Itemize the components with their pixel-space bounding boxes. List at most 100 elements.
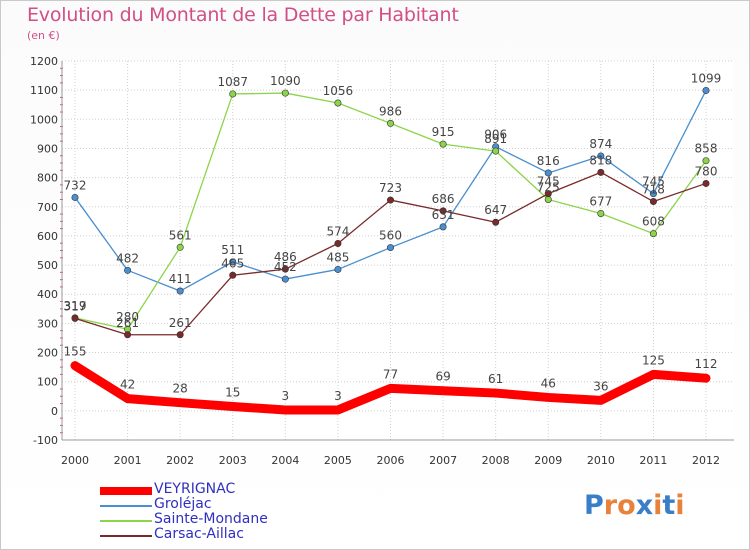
data-point	[229, 90, 237, 98]
data-point	[492, 147, 500, 155]
legend-swatch	[100, 505, 152, 507]
data-label: 411	[169, 272, 192, 286]
data-point	[176, 243, 184, 251]
data-label: 69	[435, 370, 450, 384]
x-tick-label: 2005	[324, 454, 352, 467]
line-chart: -100 0 100 200 300 400 500 600 700 800 900 1000 1100…	[30, 55, 734, 467]
chart-subtitle: (en €)	[27, 29, 60, 42]
data-label: 77	[383, 367, 398, 381]
data-label: 608	[642, 215, 665, 229]
data-point	[597, 209, 605, 217]
data-label: 1090	[270, 74, 301, 88]
data-point	[334, 240, 342, 248]
data-label: 3	[282, 389, 290, 403]
data-point	[71, 193, 79, 201]
data-label: 560	[379, 229, 402, 243]
data-label: 486	[274, 250, 297, 264]
data-point	[702, 179, 710, 187]
data-label: 732	[64, 178, 87, 192]
x-tick-label: 2001	[114, 454, 142, 467]
legend-label: VEYRIGNAC	[154, 481, 236, 497]
data-point	[492, 218, 500, 226]
data-label: 816	[537, 154, 560, 168]
chart-title: Evolution du Montant de la Dette par Hab…	[27, 4, 459, 26]
y-tick-label: 800	[37, 172, 58, 185]
data-point	[544, 190, 552, 198]
data-point	[439, 223, 447, 231]
y-tick-label: 1200	[30, 55, 58, 68]
data-label: 647	[484, 203, 507, 217]
data-label: 818	[589, 153, 612, 167]
legend-label: Groléjac	[154, 496, 212, 512]
data-label: 15	[225, 385, 240, 399]
y-tick-label: 1000	[30, 113, 58, 126]
data-point	[229, 258, 237, 266]
y-tick-label: 200	[37, 347, 58, 360]
data-label: 1099	[691, 71, 722, 85]
data-label: 3	[334, 389, 342, 403]
data-label: 858	[695, 142, 718, 156]
data-label: 465	[221, 256, 244, 270]
y-tick-label: 100	[37, 376, 58, 389]
data-point	[386, 119, 394, 127]
data-point	[439, 140, 447, 148]
y-tick-label: 300	[37, 317, 58, 330]
data-label: 42	[120, 378, 135, 392]
x-tick-label: 2011	[639, 454, 667, 467]
data-label: 28	[173, 382, 188, 396]
data-point	[281, 89, 289, 97]
data-point	[544, 195, 552, 203]
data-label: 1056	[323, 84, 354, 98]
legend-swatch	[100, 535, 152, 537]
data-label: 36	[593, 379, 608, 393]
data-point	[124, 331, 132, 339]
x-tick-label: 2009	[534, 454, 562, 467]
data-label: 155	[64, 345, 87, 359]
data-label: 631	[432, 208, 455, 222]
x-tick-label: 2010	[587, 454, 615, 467]
data-point	[281, 275, 289, 283]
data-label: 280	[116, 310, 139, 324]
data-label: 561	[169, 228, 192, 242]
data-label: 718	[642, 183, 665, 197]
x-tick-label: 2000	[61, 454, 89, 467]
data-label: 261	[116, 316, 139, 330]
data-label: 725	[537, 180, 560, 194]
data-point	[702, 86, 710, 94]
data-label: 511	[221, 243, 244, 257]
y-tick-label: 700	[37, 201, 58, 214]
data-point	[649, 190, 657, 198]
proxiti-logo: Proxiti	[584, 490, 685, 521]
data-label: 452	[274, 260, 297, 274]
data-label: 780	[695, 164, 718, 178]
y-tick-label: 0	[51, 405, 58, 418]
data-label: 677	[589, 194, 612, 208]
legend-label: Sainte-Mondane	[154, 511, 268, 527]
x-tick-label: 2007	[429, 454, 457, 467]
data-point	[649, 230, 657, 238]
data-point	[281, 265, 289, 273]
data-point	[597, 152, 605, 160]
x-tick-label: 2004	[271, 454, 299, 467]
data-label: 485	[326, 250, 349, 264]
data-point	[439, 207, 447, 215]
plot-area	[62, 61, 734, 440]
x-tick-label: 2012	[692, 454, 720, 467]
series-line	[70, 361, 711, 415]
data-point	[386, 196, 394, 204]
x-tick-label: 2008	[482, 454, 510, 467]
data-point	[702, 157, 710, 165]
data-label: 261	[169, 316, 192, 330]
data-point	[334, 99, 342, 107]
data-label: 317	[64, 299, 87, 313]
legend-swatch	[100, 520, 152, 522]
data-label: 482	[116, 251, 139, 265]
data-label: 319	[64, 299, 87, 313]
legend-swatch	[100, 487, 152, 495]
data-point	[544, 169, 552, 177]
data-label: 745	[537, 175, 560, 189]
data-point	[176, 287, 184, 295]
data-label: 574	[326, 225, 349, 239]
y-tick-label: 400	[37, 288, 58, 301]
y-tick-label: 900	[37, 142, 58, 155]
